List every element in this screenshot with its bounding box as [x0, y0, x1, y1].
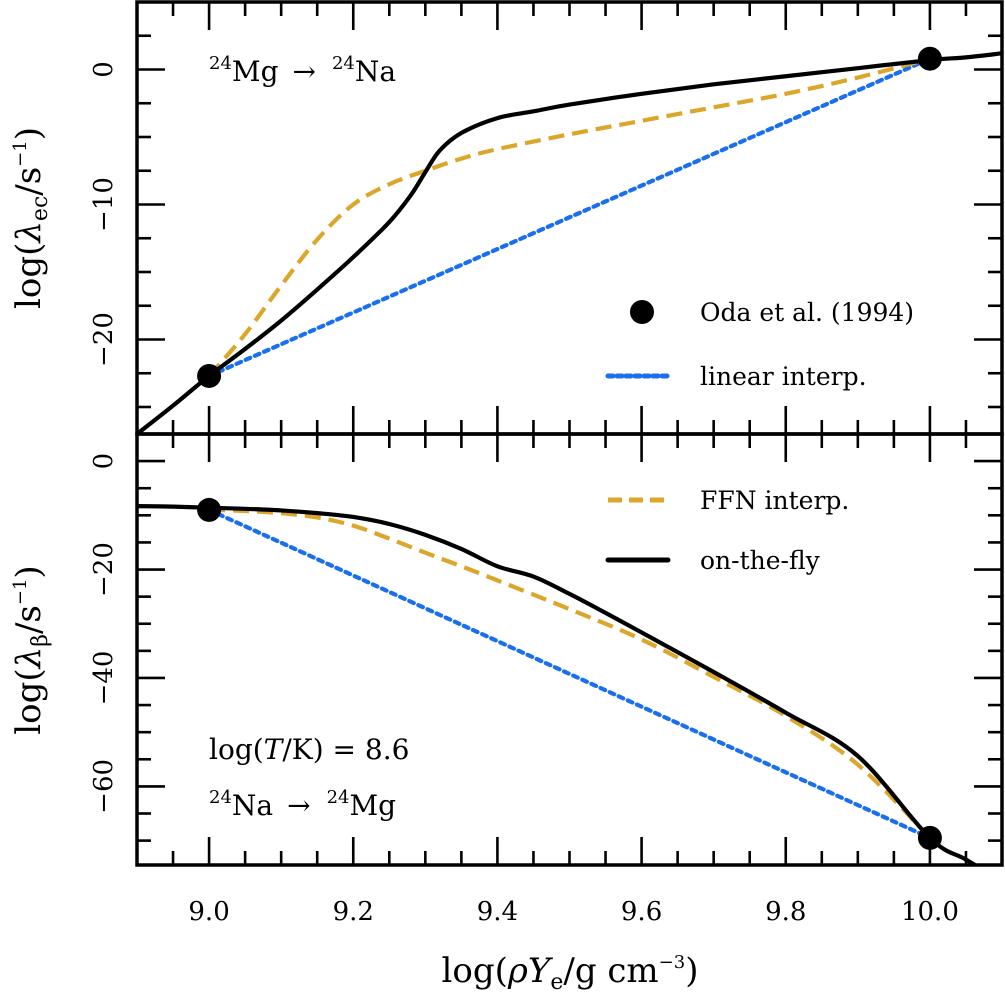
top-oda-data-point	[917, 46, 942, 71]
top-series-linear-interp	[206, 56, 933, 379]
x-tick-label: 9.2	[333, 897, 374, 927]
bottom-from-mass: 24	[209, 787, 232, 808]
legend-label-linear: linear interp.	[700, 362, 867, 391]
legend-label-oda: Oda et al. (1994)	[700, 298, 914, 327]
x-axis-title: log(ρYe/g cm−3)	[442, 951, 699, 994]
bottom-curves	[137, 497, 980, 865]
top-y-axis-title: log(λec/s−1)	[9, 127, 53, 309]
temperature-annotation: log(T/K) = 8.6	[209, 733, 409, 766]
top-y-tick-label: 0	[89, 61, 119, 78]
top-y-tick-label: −20	[89, 312, 119, 367]
bottom-oda-data-point	[197, 497, 222, 522]
bottom-y-axis-title: log(λβ/s−1)	[9, 565, 53, 734]
bottom-panel-beta-decay: 0 −20 −40 −60 9.0 9.2 9.4 9.6 9.8 10.0 log(T/K) =…	[9, 432, 1004, 994]
legend-label-ffn: FFN interp.	[700, 486, 849, 515]
x-tick-label: 9.6	[621, 897, 662, 927]
x-tick-label: 9.8	[765, 897, 806, 927]
bottom-from-element: Na	[232, 789, 273, 822]
bottom-to-mass: 24	[327, 787, 350, 808]
bottom-y-tick-label: −20	[89, 542, 119, 597]
top-series-ffn-interp	[207, 56, 931, 378]
top-to-element: Na	[355, 55, 396, 88]
top-arrow: →	[293, 55, 316, 88]
top-to-mass: 24	[332, 53, 355, 74]
bottom-y-tick-label: 0	[89, 453, 119, 470]
bottom-series-on-the-fly	[137, 504, 980, 865]
bottom-frame	[135, 432, 1004, 867]
bottom-y-tick-label: −40	[89, 651, 119, 706]
top-curves	[137, 46, 1002, 434]
x-tick-label: 9.4	[477, 897, 518, 927]
x-tick-label: 9.0	[188, 897, 229, 927]
top-legend: Oda et al. (1994) linear interp.	[605, 298, 914, 391]
top-reaction-annotation: 24Mg → 24Na	[209, 53, 396, 88]
bottom-reaction-annotation: 24Na → 24Mg	[209, 787, 396, 822]
bottom-axes-frame	[135, 432, 1004, 867]
legend-marker-oda	[630, 300, 654, 324]
top-panel-electron-capture: 0−10−20 24Mg → 24Na Oda et al. (1994) line…	[9, 0, 1004, 436]
bottom-to-element: Mg	[349, 789, 396, 822]
top-from-element: Mg	[232, 55, 279, 88]
bottom-arrow: →	[287, 789, 310, 822]
top-ticks: 0 −10 −20	[89, 2, 1004, 434]
bottom-legend: FFN interp. on-the-fly	[605, 486, 849, 575]
top-from-mass: 24	[209, 53, 232, 74]
x-tick-label: 10.0	[901, 897, 959, 927]
top-series-on-the-fly	[137, 51, 1002, 434]
bottom-ticks: 0 −20 −40 −60 9.0 9.2 9.4 9.6 9.8 10.0	[89, 434, 1004, 927]
top-y-tick-label: −10	[89, 177, 119, 232]
bottom-series-linear-interp	[206, 507, 933, 840]
top-oda-data-point	[197, 363, 222, 388]
bottom-y-tick-label: −60	[89, 759, 119, 814]
legend-label-onthefly: on-the-fly	[700, 546, 821, 575]
